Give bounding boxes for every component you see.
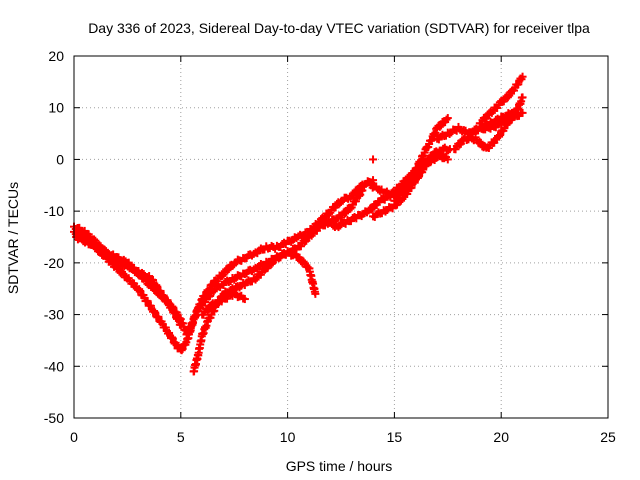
series-track-l: [475, 72, 527, 128]
x-tick-label: 15: [387, 429, 403, 445]
series-track-h: [369, 149, 452, 221]
series-track-k: [450, 93, 527, 154]
y-tick-label: -30: [44, 307, 64, 323]
marks: [70, 72, 527, 376]
x-tick-label: 10: [280, 429, 296, 445]
y-tick-label: 0: [56, 151, 64, 167]
x-tick-label: 5: [177, 429, 185, 445]
series-track-m: [465, 108, 516, 139]
axis-ticks: 0 5 10 15 20 25 -50 -40 -30 -20 -10 0 10 20: [44, 48, 616, 445]
y-tick-label: 20: [48, 48, 64, 64]
y-tick-label: -10: [44, 203, 64, 219]
y-tick-label: -20: [44, 255, 64, 271]
grid: [74, 56, 608, 418]
x-tick-label: 0: [70, 429, 78, 445]
series-outlier: [369, 155, 378, 164]
series-track-e: [198, 288, 249, 319]
chart-title: Day 336 of 2023, Sidereal Day-to-day VTE…: [88, 20, 590, 36]
x-tick-label: 20: [493, 429, 509, 445]
series-track-a: [70, 176, 378, 355]
y-tick-label: -50: [44, 410, 64, 426]
x-tick-label: 25: [600, 429, 616, 445]
x-axis-label: GPS time / hours: [286, 458, 393, 474]
y-tick-label: 10: [48, 100, 64, 116]
plot-frame: [73, 55, 609, 419]
y-tick-label: -40: [44, 358, 64, 374]
y-axis-label: SDTVAR / TECUs: [5, 182, 21, 294]
series-track-i: [390, 114, 452, 205]
series-track-c: [72, 233, 185, 329]
